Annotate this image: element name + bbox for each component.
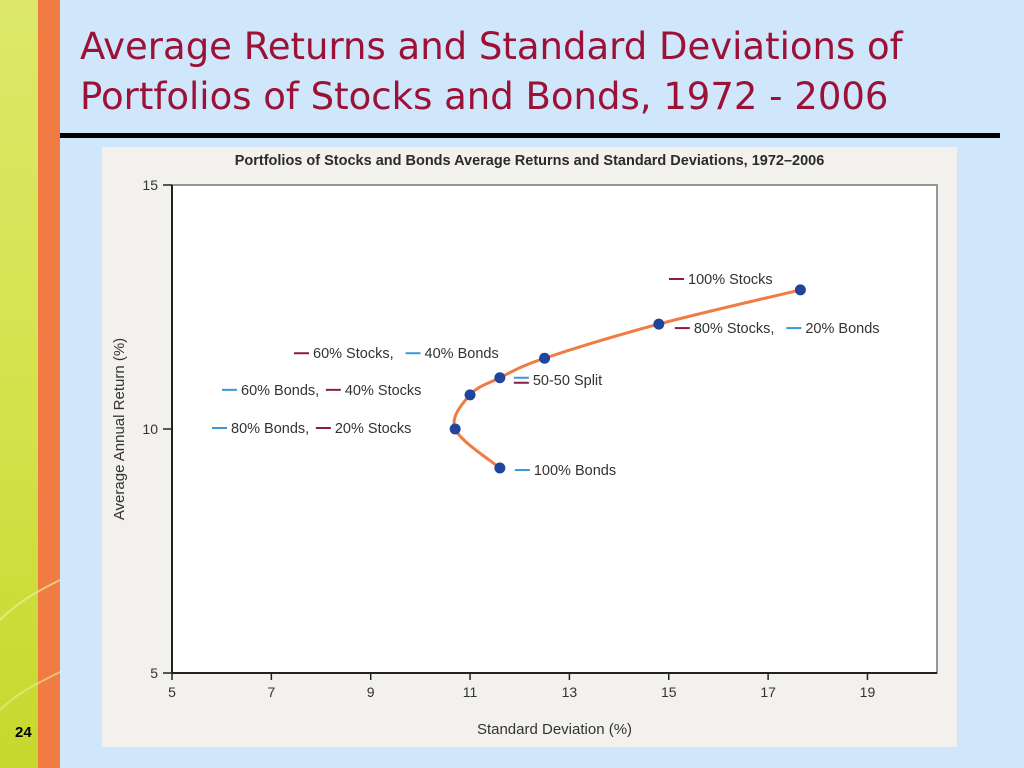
label-100-bonds-text-0: 100% Bonds — [534, 463, 616, 479]
x-tick-label: 7 — [267, 684, 275, 700]
y-tick-label: 15 — [142, 177, 158, 193]
chart-svg: 5 7 9 11 13 15 17 19 5 10 15 Standard Deviation (%)… — [111, 177, 938, 738]
label-60-bonds-text-0: 60% Bonds, — [241, 383, 319, 399]
x-tick-label: 17 — [760, 684, 776, 700]
label-60-bonds-text-1: 40% Stocks — [345, 383, 422, 399]
data-point-5 — [653, 318, 665, 330]
x-tick-label: 19 — [860, 684, 876, 700]
label-80-stocks-text-0: 80% Stocks, — [694, 321, 775, 337]
slide-title: Average Returns and Standard Deviations … — [80, 22, 1010, 122]
data-point-3 — [494, 372, 506, 384]
data-point-6 — [794, 284, 806, 296]
chart-panel: 5 7 9 11 13 15 17 19 5 10 15 Standard Deviation (%)… — [102, 147, 957, 747]
page-number: 24 — [15, 724, 32, 741]
chart-title: Portfolios of Stocks and Bonds Average R… — [234, 153, 825, 169]
label-80-bonds-text-0: 80% Bonds, — [231, 421, 309, 437]
x-tick-label: 15 — [661, 684, 677, 700]
y-axis-label: Average Annual Return (%) — [111, 338, 128, 520]
x-tick-label: 9 — [367, 684, 375, 700]
data-point-1 — [449, 423, 461, 435]
label-80-bonds-text-1: 20% Stocks — [335, 421, 412, 437]
y-tick-label: 10 — [142, 421, 158, 437]
slide-title-line-2: Portfolios of Stocks and Bonds, 1972 - 2… — [80, 75, 889, 118]
left-orange-band — [38, 0, 60, 768]
x-axis-label: Standard Deviation (%) — [477, 721, 632, 738]
decorative-swirl — [0, 579, 60, 711]
title-rule — [60, 133, 1000, 138]
label-100-stocks-text-0: 100% Stocks — [688, 272, 773, 288]
x-tick-label: 13 — [562, 684, 578, 700]
label-50-50-text: 50-50 Split — [533, 373, 602, 389]
data-point-4 — [539, 352, 551, 364]
x-tick-label: 11 — [463, 684, 478, 700]
data-point-0 — [494, 462, 506, 474]
slide-title-line-1: Average Returns and Standard Deviations … — [80, 25, 903, 68]
y-tick-label: 5 — [150, 665, 158, 681]
x-tick-label: 5 — [168, 684, 176, 700]
left-green-band — [0, 0, 38, 768]
label-60-stocks-text-0: 60% Stocks, — [313, 346, 394, 362]
label-80-stocks-text-1: 20% Bonds — [805, 321, 879, 337]
label-60-stocks-text-1: 40% Bonds — [425, 346, 499, 362]
data-point-2 — [464, 389, 476, 401]
plot-area — [171, 184, 938, 674]
